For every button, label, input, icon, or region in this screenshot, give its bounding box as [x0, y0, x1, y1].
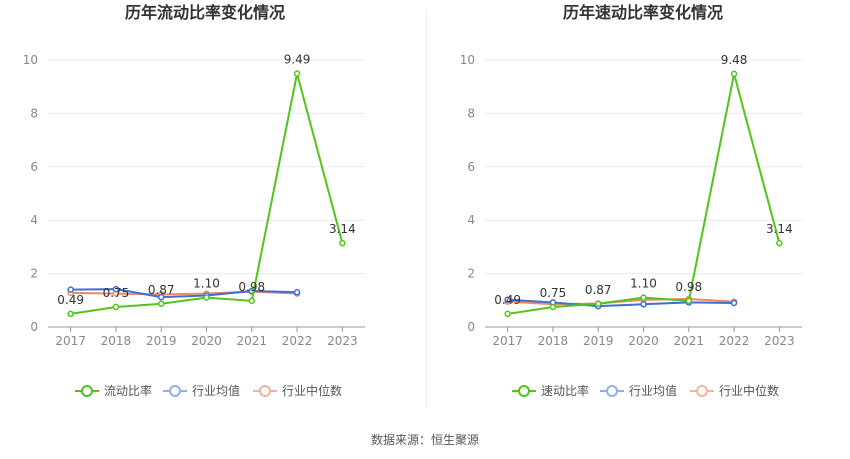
x-tick-label: 2018 — [538, 334, 569, 348]
y-tick-label: 10 — [23, 53, 38, 67]
legend-label: 速动比率 — [541, 383, 589, 398]
y-tick-label: 4 — [30, 213, 38, 227]
data-point — [157, 300, 165, 308]
data-point — [67, 286, 74, 293]
y-tick-label: 0 — [30, 320, 38, 334]
legend-label: 流动比率 — [104, 383, 152, 398]
data-point — [594, 300, 602, 308]
data-point — [112, 303, 120, 311]
data-point — [157, 293, 165, 301]
data-point — [67, 310, 74, 318]
x-tick-label: 2021 — [674, 334, 705, 348]
panel-divider — [426, 10, 427, 408]
chart-title: 历年速动比率变化情况 — [563, 3, 723, 22]
data-label: 0.98 — [675, 280, 702, 294]
legend-label: 行业均值 — [629, 383, 677, 398]
legend-marker — [81, 385, 93, 397]
y-tick-label: 0 — [467, 320, 475, 334]
x-tick-label: 2020 — [628, 334, 659, 348]
legend-marker — [518, 385, 530, 397]
legend-label: 行业均值 — [192, 383, 240, 398]
y-tick-label: 8 — [467, 106, 475, 120]
y-tick-label: 2 — [30, 267, 38, 281]
data-point — [504, 296, 511, 304]
y-tick-label: 10 — [460, 53, 475, 67]
data-point — [640, 301, 647, 308]
legend-marker — [169, 385, 181, 397]
data-label: 0.87 — [585, 283, 612, 297]
data-point — [112, 285, 120, 293]
x-tick-label: 2018 — [101, 334, 132, 348]
legend-item: 行业均值 — [600, 383, 677, 398]
data-label: 9.49 — [284, 53, 311, 67]
chart-title: 历年流动比率变化情况 — [125, 3, 285, 22]
data-point — [685, 297, 693, 305]
data-label: 0.75 — [103, 286, 130, 300]
legend-item: 速动比率 — [512, 383, 589, 398]
legend-item: 行业均值 — [163, 383, 240, 398]
data-label: 0.87 — [148, 283, 175, 297]
legend-item: 流动比率 — [75, 383, 152, 398]
data-label: 0.98 — [238, 280, 265, 294]
y-tick-label: 6 — [30, 160, 38, 174]
data-point — [730, 299, 738, 307]
legend-marker — [606, 385, 618, 397]
data-label: 1.10 — [193, 277, 220, 291]
data-label: 9.48 — [721, 53, 748, 67]
data-label: 0.49 — [57, 293, 84, 307]
x-tick-label: 2021 — [237, 334, 268, 348]
legend-item: 行业中位数 — [690, 383, 779, 398]
data-label: 3.14 — [766, 222, 793, 236]
x-tick-label: 2022 — [719, 334, 750, 348]
x-tick-label: 2017 — [492, 334, 523, 348]
x-tick-label: 2020 — [191, 334, 222, 348]
data-point — [293, 289, 301, 296]
data-point — [549, 303, 557, 311]
x-tick-label: 2022 — [282, 334, 313, 348]
y-tick-label: 2 — [467, 267, 475, 281]
legend-marker — [259, 385, 271, 397]
data-label: 0.49 — [494, 293, 521, 307]
legend-marker — [696, 385, 708, 397]
data-point — [776, 239, 783, 247]
y-tick-label: 6 — [467, 160, 475, 174]
series-line — [507, 298, 735, 308]
legend-label: 行业中位数 — [719, 383, 779, 398]
data-point — [248, 297, 256, 305]
data-label: 3.14 — [329, 222, 356, 236]
data-point — [640, 294, 647, 301]
data-label: 0.75 — [540, 286, 567, 300]
x-tick-label: 2023 — [764, 334, 795, 348]
data-point — [203, 294, 210, 301]
legend-item: 行业中位数 — [253, 383, 342, 398]
y-tick-label: 8 — [30, 106, 38, 120]
data-label: 1.10 — [630, 277, 657, 291]
x-tick-label: 2019 — [583, 334, 614, 348]
x-tick-label: 2023 — [327, 334, 358, 348]
series-line — [70, 288, 298, 299]
legend-label: 行业中位数 — [282, 383, 342, 398]
y-tick-label: 4 — [467, 213, 475, 227]
x-tick-label: 2017 — [55, 334, 86, 348]
data-source-note: 数据来源：恒生聚源 — [370, 433, 479, 447]
data-point — [504, 310, 511, 318]
x-tick-label: 2019 — [146, 334, 177, 348]
data-point — [730, 70, 738, 78]
data-point — [339, 239, 346, 247]
data-point — [293, 70, 301, 77]
